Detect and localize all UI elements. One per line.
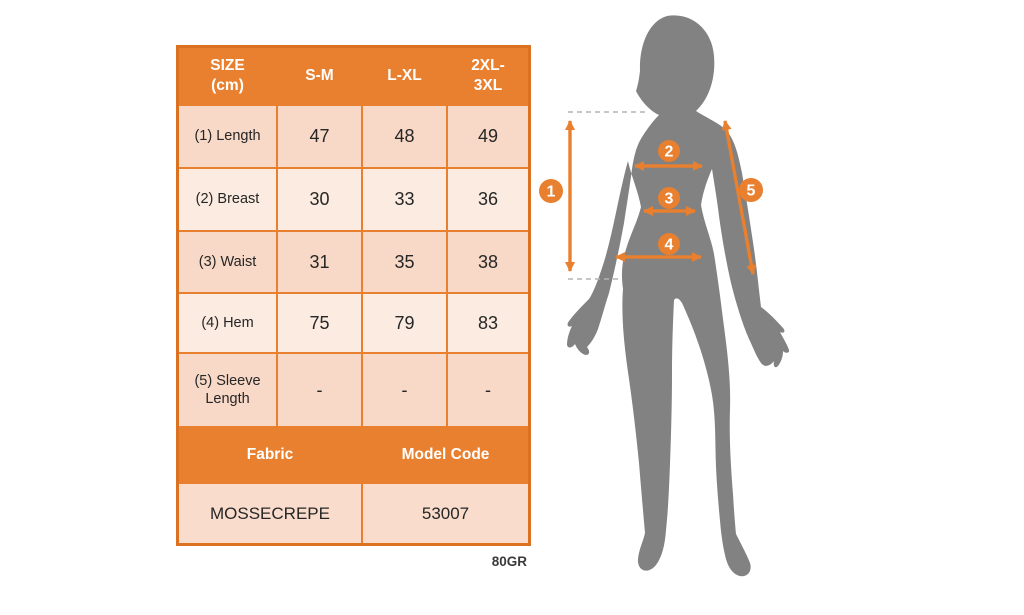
marker-circle-2 (658, 140, 680, 162)
weight-footnote: 80GR (491, 554, 527, 569)
marker-circle-1 (539, 179, 563, 203)
marker-number-2: 2 (665, 144, 674, 161)
row-label-hem: (4) Hem (179, 294, 276, 352)
value-sleeve-lxl: - (363, 354, 446, 426)
marker-circle-3 (658, 187, 680, 209)
size-table-header-sm: S-M (278, 48, 361, 104)
value-breast-lxl: 33 (363, 169, 446, 230)
size-table-header-lxl: L-XL (363, 48, 446, 104)
value-waist-sm: 31 (278, 232, 361, 292)
value-hem-sm: 75 (278, 294, 361, 352)
fabric-header: Fabric (179, 428, 361, 482)
row-label-waist: (3) Waist (179, 232, 276, 292)
marker-circle-4 (658, 233, 680, 255)
marker-number-3: 3 (665, 191, 674, 208)
value-breast-sm: 30 (278, 169, 361, 230)
row-label-length: (1) Length (179, 106, 276, 167)
marker-number-5: 5 (747, 183, 756, 200)
value-waist-2xl3xl: 38 (448, 232, 528, 292)
row-label-sleeve-length: (5) Sleeve Length (179, 354, 276, 426)
size-table-header-size: SIZE (cm) (179, 48, 276, 104)
model-code-header: Model Code (363, 428, 528, 482)
measurement-arrow-sleeve (721, 120, 757, 275)
value-length-sm: 47 (278, 106, 361, 167)
value-hem-lxl: 79 (363, 294, 446, 352)
value-hem-2xl3xl: 83 (448, 294, 528, 352)
fabric-value: MOSSECREPE (179, 484, 361, 543)
body-silhouette (567, 15, 790, 577)
size-table: SIZE (cm) S-M L-XL 2XL-3XL (1) Length 47… (176, 45, 531, 546)
value-breast-2xl3xl: 36 (448, 169, 528, 230)
value-waist-lxl: 35 (363, 232, 446, 292)
model-code-value: 53007 (363, 484, 528, 543)
value-sleeve-2xl3xl: - (448, 354, 528, 426)
size-table-header-2xl3xl: 2XL-3XL (448, 48, 528, 104)
row-label-breast: (2) Breast (179, 169, 276, 230)
value-length-2xl3xl: 49 (448, 106, 528, 167)
value-sleeve-sm: - (278, 354, 361, 426)
marker-number-4: 4 (665, 237, 674, 254)
value-length-lxl: 48 (363, 106, 446, 167)
measurement-figure: 1 2 3 4 5 (539, 15, 790, 577)
marker-number-1: 1 (547, 184, 556, 201)
marker-circle-5 (739, 178, 763, 202)
